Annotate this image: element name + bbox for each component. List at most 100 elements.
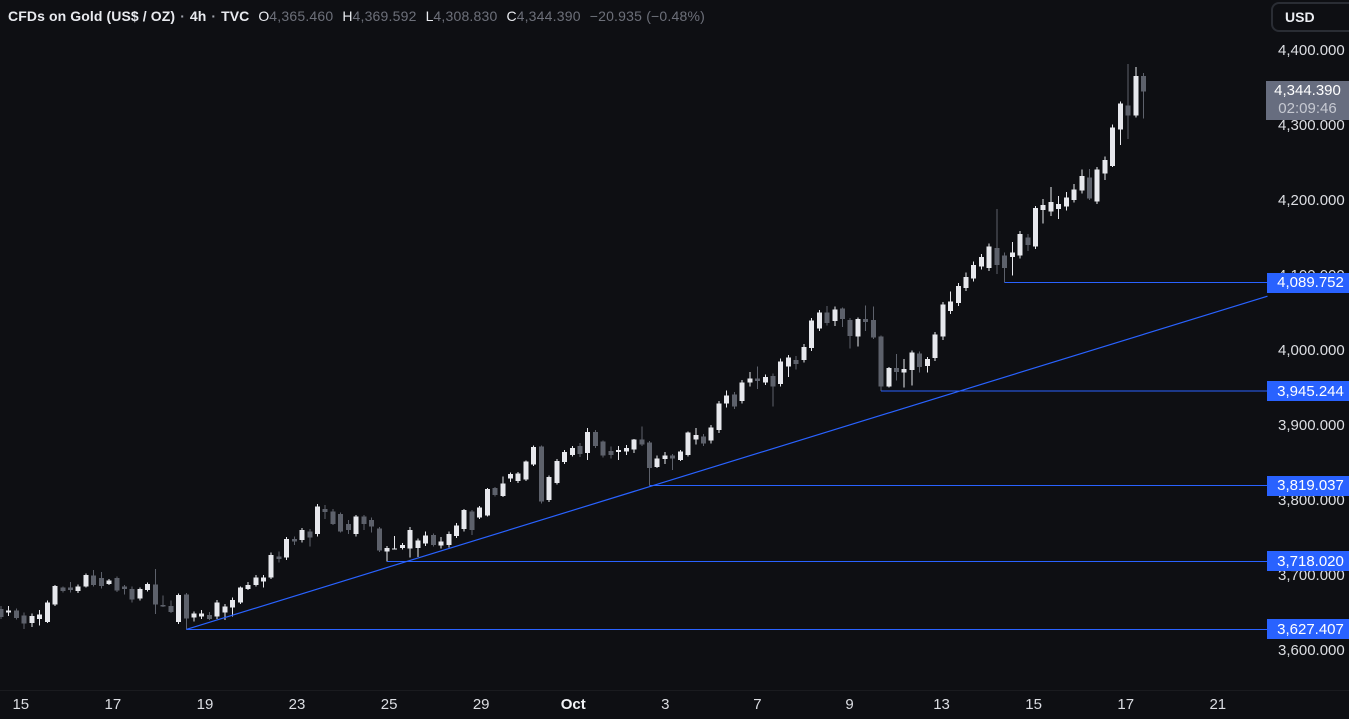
candle-body: [523, 461, 529, 480]
candle-body: [37, 614, 43, 620]
candle-body: [260, 577, 266, 582]
candle-wick: [1011, 242, 1013, 276]
candle-body: [13, 610, 19, 618]
candle-body: [361, 516, 367, 524]
candle-body: [585, 431, 591, 453]
candle-body: [1087, 177, 1093, 199]
exchange-label[interactable]: TVC: [221, 8, 250, 24]
candle-body: [1063, 197, 1069, 207]
candle-body: [924, 359, 930, 366]
candle-body: [847, 320, 853, 336]
candle-body: [1079, 176, 1085, 191]
candle-body: [1025, 237, 1031, 245]
symbol-legend: CFDs on Gold (US$ / OZ) · 4h · TVC O 4,36…: [8, 7, 705, 25]
candle-body: [832, 309, 838, 321]
candle-body: [1141, 75, 1147, 92]
candle-body: [955, 286, 961, 303]
candle-body: [855, 319, 861, 337]
level-price-label: 3,819.037: [1267, 475, 1349, 496]
candle-body: [592, 431, 598, 446]
candle-body: [1094, 169, 1100, 202]
time-tick-label: 9: [845, 695, 854, 713]
candle-body: [863, 319, 869, 323]
trend-line[interactable]: [186, 295, 1268, 631]
candle-body: [785, 357, 791, 367]
candle-body: [129, 589, 135, 600]
candle-body: [747, 378, 753, 383]
candle-body: [1040, 205, 1046, 210]
candle-body: [29, 616, 35, 623]
candle-body: [438, 541, 444, 546]
candle-body: [206, 614, 212, 620]
candle-wick: [1127, 64, 1129, 139]
candle-body: [623, 448, 629, 452]
candle-body: [546, 476, 552, 500]
candle-body: [407, 530, 413, 549]
price-tick-label: 3,800.000: [1278, 491, 1345, 509]
time-tick-label: 17: [104, 695, 122, 713]
price-tick-label: 4,000.000: [1278, 341, 1345, 359]
candle-body: [353, 516, 359, 534]
candle-body: [608, 450, 614, 455]
candle-body: [384, 547, 390, 552]
candle-body: [469, 511, 475, 530]
candle-wick: [1143, 72, 1145, 119]
high-value: 4,369.592: [352, 8, 417, 24]
candle-body: [994, 248, 1000, 266]
candle-body: [1102, 160, 1108, 174]
candle-body: [1017, 233, 1023, 256]
candle-body: [646, 442, 652, 469]
candle-wick: [386, 546, 388, 562]
candle-wick: [1050, 187, 1052, 216]
open-value: 4,365.460: [269, 8, 334, 24]
candle-body: [731, 394, 737, 407]
candle-body: [423, 535, 429, 544]
candle-body: [83, 575, 89, 587]
last-price-value: 4,344.390: [1274, 82, 1341, 100]
candle-body: [245, 584, 251, 590]
time-tick-label: 15: [12, 695, 30, 713]
candle-body: [978, 257, 984, 267]
change-value: −20.935 (−0.48%): [589, 8, 705, 24]
candle-body: [500, 483, 506, 496]
candle-body: [230, 599, 236, 608]
candle-body: [1110, 127, 1116, 167]
symbol-title[interactable]: CFDs on Gold (US$ / OZ): [8, 8, 176, 24]
candle-body: [1009, 252, 1015, 257]
time-tick-label: 29: [472, 695, 490, 713]
time-tick-label: 17: [1117, 695, 1135, 713]
level-price-label: 4,089.752: [1267, 272, 1349, 293]
candle-body: [369, 520, 375, 527]
candle-wick: [903, 359, 905, 388]
low-label: L: [425, 8, 434, 24]
candle-body: [654, 458, 660, 467]
candle-body: [484, 489, 490, 516]
candle-body: [152, 584, 158, 605]
candle-body: [75, 586, 81, 591]
candle-body: [762, 377, 768, 383]
candle-wick: [124, 584, 126, 595]
candle-body: [60, 587, 66, 591]
candle-body: [145, 584, 151, 590]
candle-body: [237, 587, 243, 603]
candle-wick: [394, 536, 396, 550]
candle-body: [577, 446, 583, 455]
currency-toggle-button[interactable]: USD: [1271, 2, 1349, 32]
candle-body: [778, 361, 784, 384]
candle-body: [824, 312, 830, 323]
candle-wick: [309, 529, 311, 547]
candle-body: [701, 436, 707, 444]
level-price-label: 3,627.407: [1267, 619, 1349, 640]
candle-body: [677, 451, 683, 460]
candle-body: [801, 347, 807, 360]
candle-body: [44, 602, 50, 623]
candle-body: [453, 525, 459, 536]
price-tick-label: 4,300.000: [1278, 116, 1345, 134]
price-tick-label: 3,600.000: [1278, 641, 1345, 659]
time-tick-label: 15: [1025, 695, 1042, 713]
candle-body: [685, 432, 691, 455]
candle-body: [708, 427, 714, 441]
interval-label[interactable]: 4h: [189, 8, 207, 24]
candle-body: [662, 455, 668, 460]
